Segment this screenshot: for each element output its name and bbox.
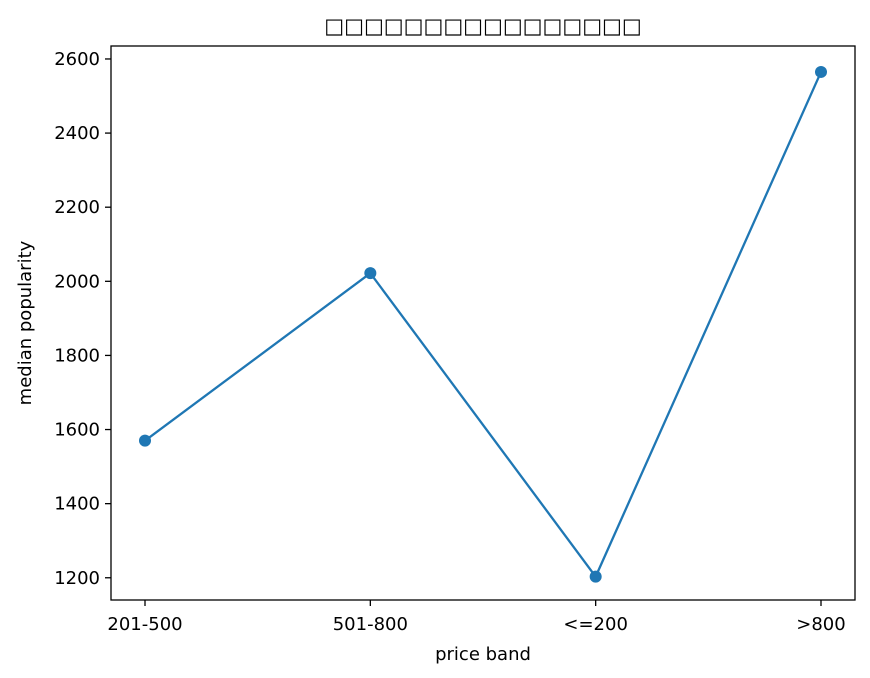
chart-title: □□□□□□□□□□□□□□□□ [324, 14, 641, 38]
y-tick-label: 2200 [54, 197, 100, 218]
y-tick-label: 2400 [54, 123, 100, 144]
y-tick-label: 1800 [54, 345, 100, 366]
x-tick-label: 501-800 [333, 614, 408, 635]
data-point [139, 434, 151, 447]
y-tick-label: 2000 [54, 271, 100, 292]
data-point [364, 267, 377, 280]
y-tick-label: 1200 [54, 568, 100, 589]
data-point [589, 570, 602, 583]
series-line [144, 71, 823, 578]
x-tick-label: 201-500 [107, 614, 182, 635]
axes-frame [110, 45, 856, 601]
y-tick-label: 2600 [54, 49, 100, 70]
x-tick-label: >800 [796, 614, 845, 635]
x-axis-label: price band [435, 644, 531, 665]
data-point [815, 65, 827, 78]
y-axis-label: median popularity [15, 240, 36, 405]
y-tick-label: 1400 [54, 494, 100, 515]
x-tick-label: <=200 [563, 614, 628, 635]
plot-area: 1200 1400 1600 1800 2000 2200 2400 2600 201-500 5… [54, 45, 856, 635]
y-tick-label: 1600 [54, 420, 100, 441]
